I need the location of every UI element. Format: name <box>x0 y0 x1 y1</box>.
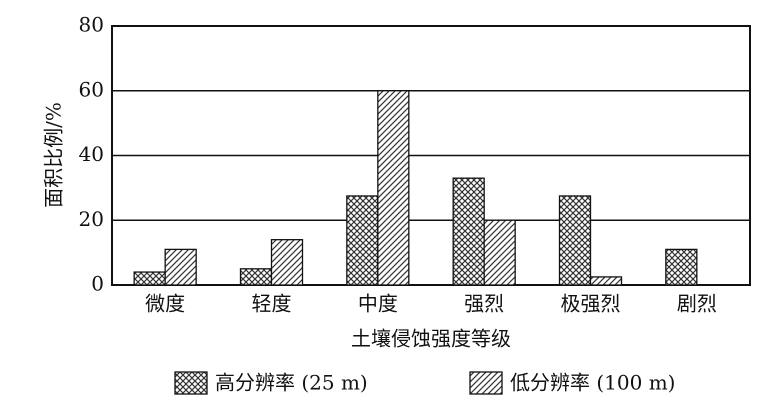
bar <box>133 271 166 286</box>
bar <box>346 195 379 286</box>
bar <box>452 177 485 286</box>
bar <box>270 239 304 286</box>
bar <box>164 248 197 286</box>
x-tick-label: 轻度 <box>252 292 292 316</box>
legend-swatch <box>469 371 503 395</box>
legend-label: 高分辨率 (25 m) <box>215 371 368 395</box>
plot-frame <box>111 25 751 286</box>
y-tick-label: 0 <box>91 272 104 296</box>
legend-label: 低分辨率 (100 m) <box>510 371 675 395</box>
x-tick-label: 剧烈 <box>677 292 717 316</box>
y-tick-label: 20 <box>79 207 104 231</box>
x-tick-label: 微度 <box>145 292 185 316</box>
bar <box>589 276 623 286</box>
bar <box>558 195 592 286</box>
x-axis-label: 土壤侵蚀强度等级 <box>351 327 511 351</box>
y-tick-label: 40 <box>79 142 104 166</box>
x-tick-label: 强烈 <box>464 292 504 316</box>
y-tick-label: 80 <box>79 13 104 37</box>
bar <box>377 90 410 286</box>
bar <box>665 248 698 286</box>
bar <box>483 219 516 286</box>
bar <box>239 268 273 286</box>
x-tick-label: 极强烈 <box>561 292 621 316</box>
y-axis-label: 面积比例/% <box>42 102 66 208</box>
x-tick-label: 中度 <box>358 292 398 316</box>
legend-swatch <box>174 371 208 395</box>
y-tick-label: 60 <box>79 77 104 101</box>
